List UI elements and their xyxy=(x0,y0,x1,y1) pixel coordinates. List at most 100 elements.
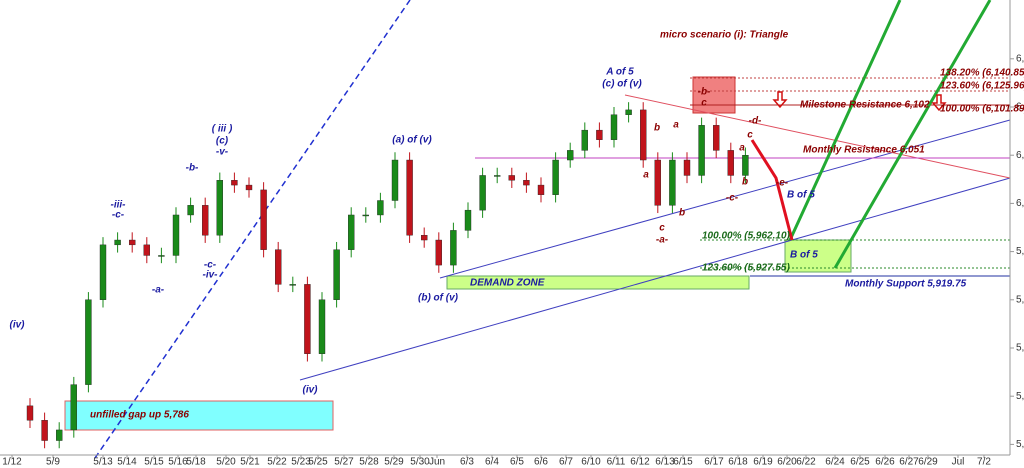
x-tick-label: 6/27 xyxy=(899,457,919,468)
annotation: A of 5 xyxy=(605,67,634,78)
candle-body xyxy=(41,420,48,441)
x-tick-label: 6/11 xyxy=(607,457,626,468)
x-tick-label: 5/22 xyxy=(267,457,287,468)
x-tick-label: 6/17 xyxy=(704,457,724,468)
candle-body xyxy=(742,155,749,176)
x-tick-label: 5/14 xyxy=(117,457,137,468)
channel-line xyxy=(299,177,1011,381)
candle-body xyxy=(391,159,399,201)
candle-body xyxy=(333,249,340,300)
x-tick-label: 5/28 xyxy=(359,457,379,468)
candle-body xyxy=(187,205,194,216)
annotation: Monthly Support 5,919.75 xyxy=(845,279,967,290)
candle-body xyxy=(158,255,165,257)
candle-body xyxy=(450,230,457,266)
x-tick-label: 6/20 xyxy=(777,457,797,468)
x-tick-label: 6/19 xyxy=(753,457,773,468)
gap-box xyxy=(64,400,334,431)
candle-body xyxy=(508,175,515,181)
y-tick-label: 5, xyxy=(1016,246,1024,257)
candle-body xyxy=(727,150,734,176)
candle-body xyxy=(377,200,384,216)
x-tick-label: 7/2 xyxy=(977,457,991,468)
candle-body xyxy=(26,405,34,421)
candle-body xyxy=(683,159,691,176)
annotation: c xyxy=(747,130,753,141)
annotation: 100.00% (5,962.10) xyxy=(702,231,791,242)
annotation: c xyxy=(701,98,707,109)
candle-body xyxy=(625,109,632,115)
annotation: B of 5 xyxy=(790,250,818,261)
annotation: -c- xyxy=(204,260,217,271)
annotation: -a- xyxy=(656,235,669,246)
candle-body xyxy=(494,175,501,177)
x-tick-label: 6/15 xyxy=(673,457,693,468)
candle-body xyxy=(567,150,574,161)
y-tick-label: 6, xyxy=(1016,102,1024,113)
candle-body xyxy=(669,159,676,206)
annotation: (a) of (v) xyxy=(392,135,432,146)
annotation: (c) of (v) xyxy=(602,79,642,90)
x-tick-label: 6/4 xyxy=(485,457,499,468)
candle-body xyxy=(260,189,267,250)
candle-body xyxy=(318,299,326,354)
candle-body xyxy=(275,249,282,285)
candle-body xyxy=(479,175,486,211)
annotation: Milestone Resistance 6,102 xyxy=(800,100,930,111)
candle-body xyxy=(435,239,442,266)
candle-body xyxy=(421,235,428,241)
candle-body xyxy=(406,159,413,236)
x-tick-label: 5/21 xyxy=(240,457,260,468)
candle-body xyxy=(85,299,92,385)
x-tick-label: 6/22 xyxy=(796,457,816,468)
candle-body xyxy=(552,159,559,195)
candle-body xyxy=(304,284,311,354)
annotation: B of 5 xyxy=(787,190,815,201)
demand-zone xyxy=(446,275,750,290)
x-tick-label: 5/29 xyxy=(384,457,404,468)
candle-body xyxy=(464,209,472,231)
annotation: (iv) xyxy=(303,385,319,396)
x-tick-label: 5/20 xyxy=(216,457,236,468)
candle-body xyxy=(596,129,603,140)
candle-body xyxy=(289,284,296,286)
x-tick-label: 6/24 xyxy=(825,457,845,468)
x-tick-label: 6/26 xyxy=(875,457,895,468)
candle-body xyxy=(362,214,369,217)
x-tick-label: 6/5 xyxy=(510,457,524,468)
annotation: -a- xyxy=(152,285,165,296)
x-tick-label: Jun xyxy=(429,457,445,468)
y-tick-label: 5, xyxy=(1016,391,1024,402)
x-tick-label: 6/6 xyxy=(534,457,548,468)
annotation: 123.60% (6,125.96) xyxy=(940,81,1024,92)
annotation: unfilled gap up 5,786 xyxy=(90,410,189,421)
annotation: 123.60% (5,927.55) xyxy=(702,263,791,274)
y-tick-label: 6, xyxy=(1016,53,1024,64)
annotation: a xyxy=(643,170,649,181)
x-tick-label: 6/18 xyxy=(728,457,748,468)
candle-body xyxy=(698,125,705,176)
annotation: -e- xyxy=(776,178,789,189)
y-tick-label: 5, xyxy=(1016,343,1024,354)
candle-body xyxy=(348,214,355,250)
annotation: (iv) xyxy=(10,320,26,331)
annotation: -b- xyxy=(698,87,711,98)
projection-line xyxy=(788,0,902,241)
arrow-icon xyxy=(931,94,947,112)
projection-line xyxy=(833,0,992,269)
candle-body xyxy=(640,109,647,161)
trend-line xyxy=(94,0,411,459)
candle-body xyxy=(128,239,136,246)
x-tick-label: 6/12 xyxy=(630,457,650,468)
candle-body xyxy=(537,184,545,195)
candle-body xyxy=(245,184,253,191)
candle-body xyxy=(114,239,121,246)
x-tick-label: 5/27 xyxy=(334,457,354,468)
x-tick-label: 6/10 xyxy=(581,457,601,468)
annotation: micro scenario (i): Triangle xyxy=(660,30,789,41)
annotation: b xyxy=(654,123,660,134)
annotation: 100.00% (6,101.89) xyxy=(940,104,1024,115)
candle-body xyxy=(56,429,63,441)
